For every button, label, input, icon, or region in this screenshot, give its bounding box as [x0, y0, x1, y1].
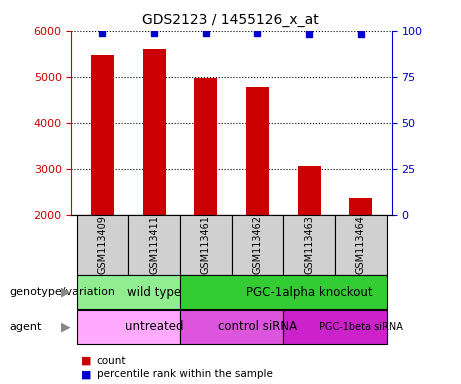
Text: GSM113464: GSM113464 — [356, 215, 366, 274]
Text: genotype/variation: genotype/variation — [9, 287, 115, 297]
Bar — [231, 215, 284, 275]
Bar — [128, 215, 180, 275]
Bar — [284, 215, 335, 275]
Bar — [297, 166, 321, 215]
Text: percentile rank within the sample: percentile rank within the sample — [97, 369, 273, 379]
Bar — [335, 215, 387, 275]
Text: ▶: ▶ — [61, 320, 70, 333]
Bar — [142, 49, 166, 215]
Bar — [194, 78, 218, 215]
Text: ▶: ▶ — [61, 286, 70, 299]
Text: control siRNA: control siRNA — [218, 320, 297, 333]
Bar — [246, 87, 269, 215]
Text: GSM113463: GSM113463 — [304, 215, 314, 274]
Text: GSM113462: GSM113462 — [253, 215, 262, 274]
Text: agent: agent — [9, 322, 41, 332]
Text: PGC-1beta siRNA: PGC-1beta siRNA — [319, 322, 403, 332]
Bar — [180, 275, 387, 309]
Text: ■: ■ — [81, 356, 91, 366]
Bar — [180, 215, 231, 275]
Text: ■: ■ — [81, 369, 91, 379]
Text: count: count — [97, 356, 126, 366]
Bar — [284, 310, 387, 344]
Bar — [77, 275, 180, 309]
Text: wild type: wild type — [127, 286, 181, 299]
Bar — [180, 310, 284, 344]
Text: untreated: untreated — [125, 320, 183, 333]
Bar — [91, 55, 114, 215]
Text: GSM113461: GSM113461 — [201, 215, 211, 274]
Text: GSM113409: GSM113409 — [97, 215, 107, 274]
Bar — [349, 197, 372, 215]
Text: PGC-1alpha knockout: PGC-1alpha knockout — [246, 286, 372, 299]
Text: GDS2123 / 1455126_x_at: GDS2123 / 1455126_x_at — [142, 13, 319, 27]
Bar — [77, 310, 180, 344]
Text: GSM113411: GSM113411 — [149, 215, 159, 274]
Bar — [77, 215, 128, 275]
